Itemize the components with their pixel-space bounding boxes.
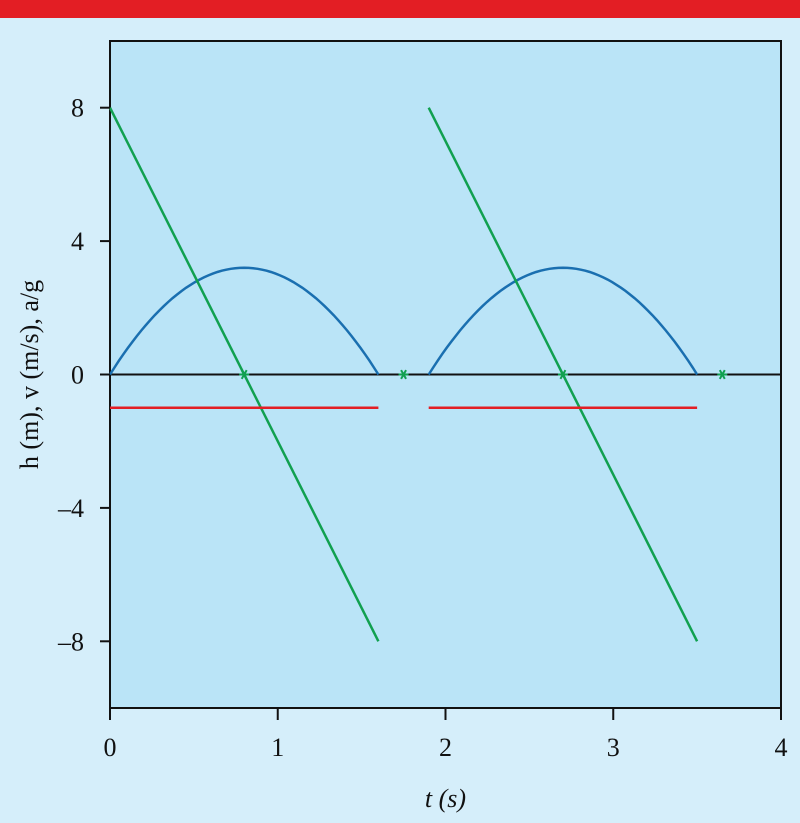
- zero-marker: [239, 369, 250, 380]
- x-tick-label: 4: [775, 733, 788, 762]
- zero-marker: [398, 369, 409, 380]
- zero-marker: [717, 369, 728, 380]
- y-axis-ticks: 8 4 0 –4 –8: [57, 94, 110, 656]
- y-tick-label: 8: [71, 94, 84, 123]
- x-tick-label: 3: [607, 733, 620, 762]
- marker-layer: [239, 369, 728, 380]
- x-tick-label: 1: [271, 733, 284, 762]
- top-accent-bar: [0, 0, 800, 18]
- series-0-segment-0: [108, 266, 380, 376]
- y-tick-label: –4: [57, 494, 84, 523]
- y-axis-label: h (m), v (m/s), a/g: [15, 280, 44, 469]
- y-tick-label: –8: [57, 627, 84, 656]
- series-layer: [108, 107, 699, 642]
- zero-marker: [557, 369, 568, 380]
- x-tick-label: 0: [104, 733, 117, 762]
- x-axis-label: t (s): [425, 784, 466, 813]
- y-tick-label: 4: [71, 227, 84, 256]
- x-tick-label: 2: [439, 733, 452, 762]
- x-axis-ticks: 0 1 2 3 4: [104, 708, 788, 762]
- y-tick-label: 0: [71, 361, 84, 390]
- series-0-segment-1: [427, 266, 699, 376]
